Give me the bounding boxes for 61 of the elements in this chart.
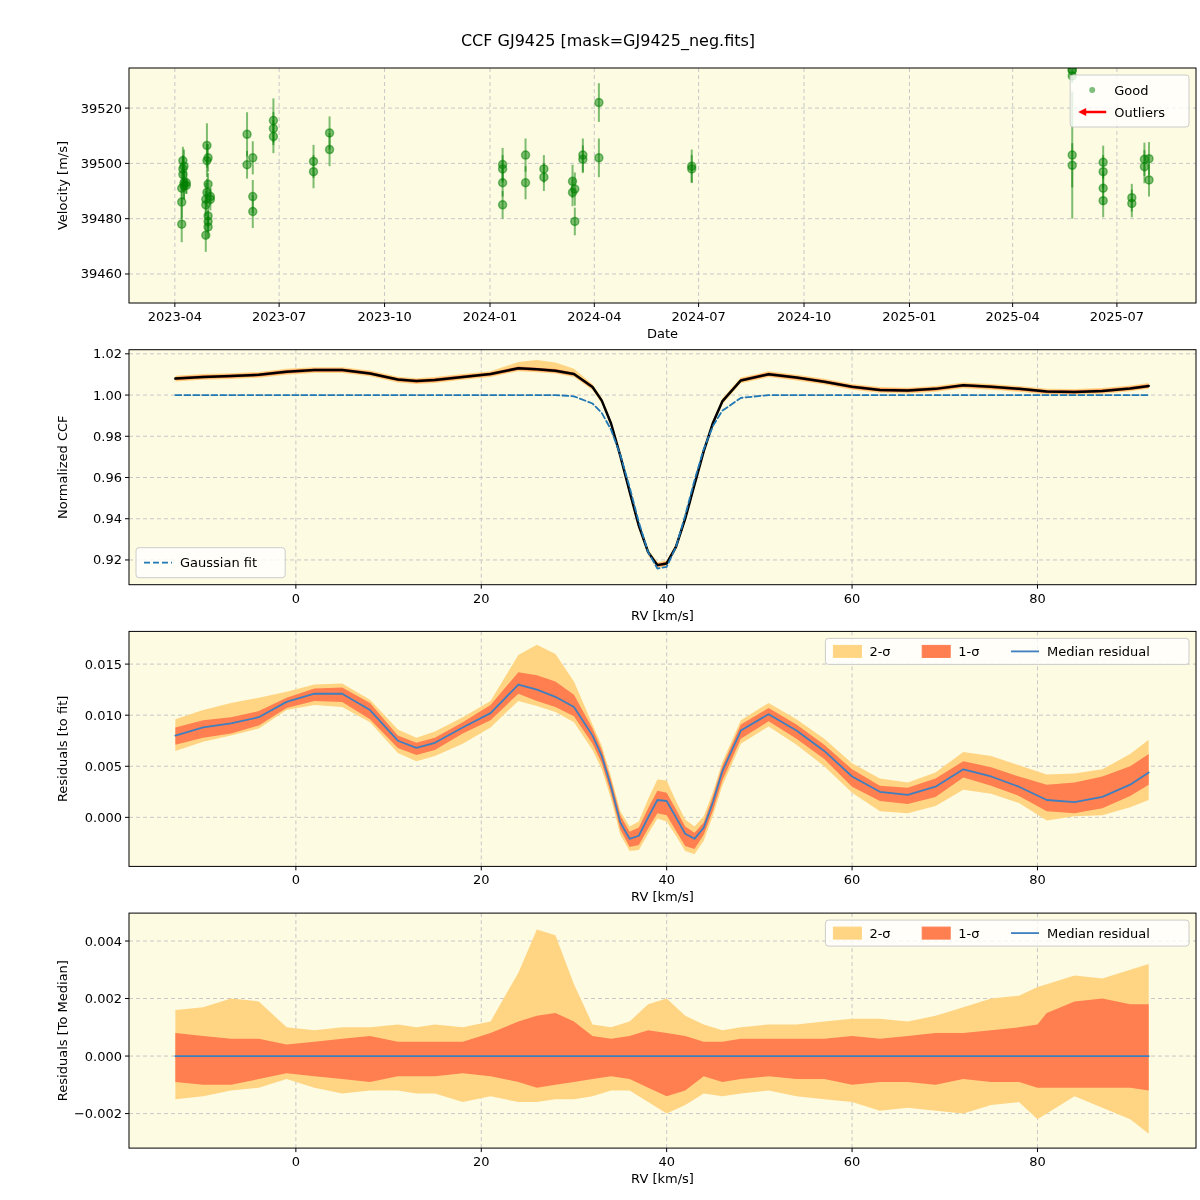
legend-label: 1-σ xyxy=(958,643,980,659)
legend-label: 2-σ xyxy=(869,643,891,659)
x-tick-label: 2024-07 xyxy=(671,309,726,324)
legend-label: Median residual xyxy=(1047,925,1150,941)
x-tick-label: 60 xyxy=(843,590,861,606)
legend-label: Gaussian fit xyxy=(180,555,258,571)
x-tick-label: 20 xyxy=(472,872,490,888)
x-tick-label: 2024-04 xyxy=(567,309,622,324)
x-axis-title: Date xyxy=(646,326,679,341)
x-tick-label: 80 xyxy=(1029,590,1046,606)
y-tick-label: 39500 xyxy=(80,155,122,171)
y-tick-label: 0.004 xyxy=(84,933,122,949)
x-tick-label: 60 xyxy=(843,872,861,888)
x-axis-title: RV [km/s] xyxy=(631,1171,694,1187)
y-tick-label: 0.015 xyxy=(84,656,122,672)
y-tick-label: 1.02 xyxy=(93,346,122,362)
x-tick-label: 40 xyxy=(658,1154,675,1170)
y-tick-label: 0.000 xyxy=(84,1048,122,1064)
y-tick-label: −0.002 xyxy=(73,1106,122,1122)
y-tick-label: 0.010 xyxy=(84,707,122,723)
y-axis-title: Residuals [to fit] xyxy=(55,695,70,803)
x-tick-label: 0 xyxy=(291,872,300,888)
x-tick-label: 2024-10 xyxy=(776,309,832,324)
legend-label: Outliers xyxy=(1114,104,1166,120)
y-tick-label: 39460 xyxy=(80,266,122,282)
x-axis-title: RV [km/s] xyxy=(631,889,694,905)
x-tick-label: 80 xyxy=(1029,1154,1046,1170)
y-tick-label: 0.005 xyxy=(84,758,122,774)
x-axis-title: RV [km/s] xyxy=(631,607,694,623)
y-tick-label: 0.98 xyxy=(93,428,122,444)
x-tick-label: 40 xyxy=(658,590,675,606)
y-tick-label: 39480 xyxy=(80,211,122,227)
y-tick-label: 1.00 xyxy=(93,387,122,403)
y-tick-label: 0.96 xyxy=(93,470,122,486)
x-tick-label: 40 xyxy=(658,872,675,888)
x-tick-label: 0 xyxy=(291,1154,300,1170)
x-tick-label: 80 xyxy=(1029,872,1046,888)
x-tick-label: 0 xyxy=(291,590,300,606)
x-tick-label: 2025-07 xyxy=(1089,309,1145,324)
x-tick-label: 2025-01 xyxy=(882,309,937,324)
y-tick-label: 0.000 xyxy=(84,809,122,825)
chart-title: CCF GJ9425 [mask=GJ9425_neg.fits] xyxy=(460,31,756,51)
legend-label: 1-σ xyxy=(958,925,980,941)
y-axis-title: Normalized CCF xyxy=(55,415,70,519)
x-tick-label: 20 xyxy=(472,590,490,606)
x-tick-label: 2023-10 xyxy=(357,309,412,324)
x-tick-label: 2023-07 xyxy=(251,309,307,324)
legend-label: Median residual xyxy=(1047,643,1150,659)
y-tick-label: 0.94 xyxy=(93,511,122,527)
y-tick-label: 0.002 xyxy=(84,991,122,1007)
legend-label: Good xyxy=(1114,82,1149,98)
x-tick-label: 20 xyxy=(472,1154,490,1170)
y-axis-title: Velocity [m/s] xyxy=(55,140,70,231)
y-tick-label: 39520 xyxy=(80,100,122,116)
y-axis-title: Residuals [To Median] xyxy=(55,960,70,1102)
y-tick-label: 0.92 xyxy=(93,552,122,568)
x-tick-label: 2025-04 xyxy=(985,309,1040,324)
x-tick-label: 60 xyxy=(843,1154,861,1170)
x-tick-label: 2024-01 xyxy=(462,309,518,324)
x-tick-label: 2023-04 xyxy=(147,309,203,324)
legend-label: 2-σ xyxy=(869,925,891,941)
